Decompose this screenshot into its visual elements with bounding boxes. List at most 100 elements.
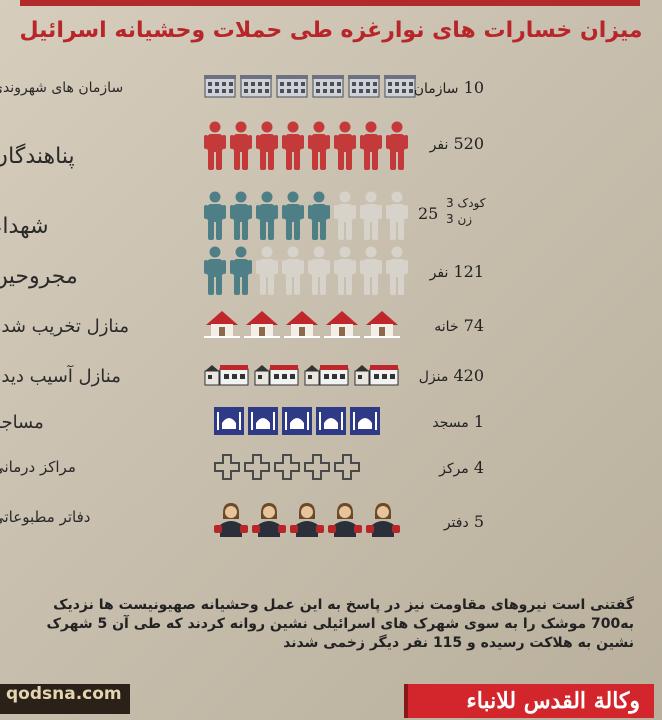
cross-icon bbox=[334, 454, 360, 484]
journalist-icon bbox=[290, 501, 324, 541]
watermark-text: qodsna.com bbox=[6, 684, 122, 704]
damaged-house-icon bbox=[204, 363, 250, 391]
person-icon bbox=[256, 191, 278, 245]
house-icon bbox=[244, 309, 280, 343]
building-icon bbox=[276, 74, 308, 102]
icon-group bbox=[204, 246, 412, 300]
row-label: مراکز درمانی bbox=[0, 458, 76, 476]
value-number: 520 bbox=[453, 134, 484, 153]
journalist-icon bbox=[252, 501, 286, 541]
person-icon bbox=[386, 246, 408, 300]
value-number: 4 bbox=[473, 458, 484, 477]
value-sub-children: کودک 3 bbox=[446, 196, 486, 210]
person-icon bbox=[308, 246, 330, 300]
cross-icon bbox=[244, 454, 270, 484]
house-icon bbox=[284, 309, 320, 343]
icon-group bbox=[204, 118, 412, 178]
person-icon bbox=[334, 191, 356, 245]
row-value: 1 مسجد bbox=[412, 412, 484, 431]
value-unit: نفر bbox=[429, 265, 449, 281]
person-icon bbox=[230, 191, 252, 245]
cross-icon bbox=[304, 454, 330, 484]
value-unit: مرکز bbox=[439, 461, 469, 477]
row-injured: مجروحین 121 نفر bbox=[0, 246, 662, 300]
watermark-bar: qodsna.com bbox=[0, 684, 130, 714]
value-number: 121 bbox=[453, 262, 484, 281]
person-icon bbox=[282, 121, 304, 175]
footnote-text: گفتنی است نیروهای مقاومت نیز در پاسخ به … bbox=[46, 597, 634, 651]
row-destroyed-houses: منازل تخریب شده 74 خانه bbox=[0, 302, 662, 350]
journalist-icon bbox=[328, 501, 362, 541]
row-value: 10 سازمان bbox=[412, 78, 484, 97]
person-icon bbox=[204, 121, 226, 175]
journalist-icon bbox=[214, 501, 248, 541]
damaged-house-icon bbox=[304, 363, 350, 391]
agency-banner: وكالة القدس للانباء bbox=[404, 684, 654, 718]
icon-group bbox=[214, 446, 364, 492]
value-unit: دفتر bbox=[443, 515, 469, 531]
person-icon bbox=[360, 121, 382, 175]
mosque-icon bbox=[248, 407, 278, 439]
building-icon bbox=[312, 74, 344, 102]
value-unit: سازمان bbox=[413, 81, 459, 97]
building-icon bbox=[348, 74, 380, 102]
value-number: 5 bbox=[473, 512, 484, 531]
agency-name: وكالة القدس للانباء bbox=[466, 688, 640, 714]
row-label: پناهندگان bbox=[0, 144, 75, 169]
row-martyrs: شهداء 25 کودک 3 زن 3 bbox=[0, 188, 662, 248]
damaged-house-icon bbox=[354, 363, 400, 391]
cross-icon bbox=[214, 454, 240, 484]
row-label: منازل آسیب دیده bbox=[0, 366, 121, 387]
page-title: میزان خسارات های نوارغزه طی حملات وحشیان… bbox=[19, 18, 643, 43]
row-label: دفاتر مطبوعاتی bbox=[0, 508, 91, 526]
row-value: 5 دفتر bbox=[412, 512, 484, 531]
row-label: سازمان های شهروندی bbox=[0, 80, 124, 96]
damaged-house-icon bbox=[254, 363, 300, 391]
row-label: منازل تخریب شده bbox=[0, 316, 129, 337]
person-icon bbox=[334, 246, 356, 300]
value-number: 10 bbox=[463, 78, 484, 97]
row-civic-organizations: سازمان های شهروندی 10 سازمان bbox=[0, 62, 662, 114]
value-number: 420 bbox=[453, 366, 484, 385]
cross-icon bbox=[274, 454, 300, 484]
mosque-icon bbox=[282, 407, 312, 439]
row-label: مساجد bbox=[0, 412, 44, 433]
person-icon bbox=[360, 246, 382, 300]
building-icon bbox=[204, 74, 236, 102]
icon-group bbox=[214, 400, 384, 446]
house-icon bbox=[204, 309, 240, 343]
person-icon bbox=[282, 246, 304, 300]
person-icon bbox=[308, 121, 330, 175]
building-icon bbox=[384, 74, 416, 102]
row-medical-centers: مراکز درمانی 4 مرکز bbox=[0, 446, 662, 492]
mosque-icon bbox=[350, 407, 380, 439]
value-number: 74 bbox=[463, 316, 484, 335]
person-icon bbox=[204, 191, 226, 245]
value-unit: منزل bbox=[418, 369, 449, 385]
mosque-icon bbox=[214, 407, 244, 439]
icon-group bbox=[204, 188, 412, 248]
row-value: 520 نفر bbox=[412, 134, 484, 153]
row-value: 74 خانه bbox=[412, 316, 484, 335]
person-icon bbox=[360, 191, 382, 245]
icon-group bbox=[214, 496, 404, 546]
person-icon bbox=[204, 246, 226, 300]
person-icon bbox=[256, 121, 278, 175]
person-icon bbox=[386, 191, 408, 245]
building-icon bbox=[240, 74, 272, 102]
value-number: 1 bbox=[473, 412, 484, 431]
person-icon bbox=[334, 121, 356, 175]
icon-group bbox=[204, 302, 404, 350]
top-accent-bar bbox=[20, 0, 640, 6]
person-icon bbox=[308, 191, 330, 245]
person-icon bbox=[230, 121, 252, 175]
row-label: شهداء bbox=[0, 214, 49, 239]
row-damaged-houses: منازل آسیب دیده 420 منزل bbox=[0, 354, 662, 400]
value-sub-women: زن 3 bbox=[446, 212, 473, 226]
row-value: 121 نفر bbox=[412, 262, 484, 281]
value-unit: مسجد bbox=[432, 415, 469, 431]
person-icon bbox=[230, 246, 252, 300]
row-refugees: پناهندگان 520 نفر bbox=[0, 118, 662, 178]
mosque-icon bbox=[316, 407, 346, 439]
icon-group bbox=[204, 62, 420, 114]
